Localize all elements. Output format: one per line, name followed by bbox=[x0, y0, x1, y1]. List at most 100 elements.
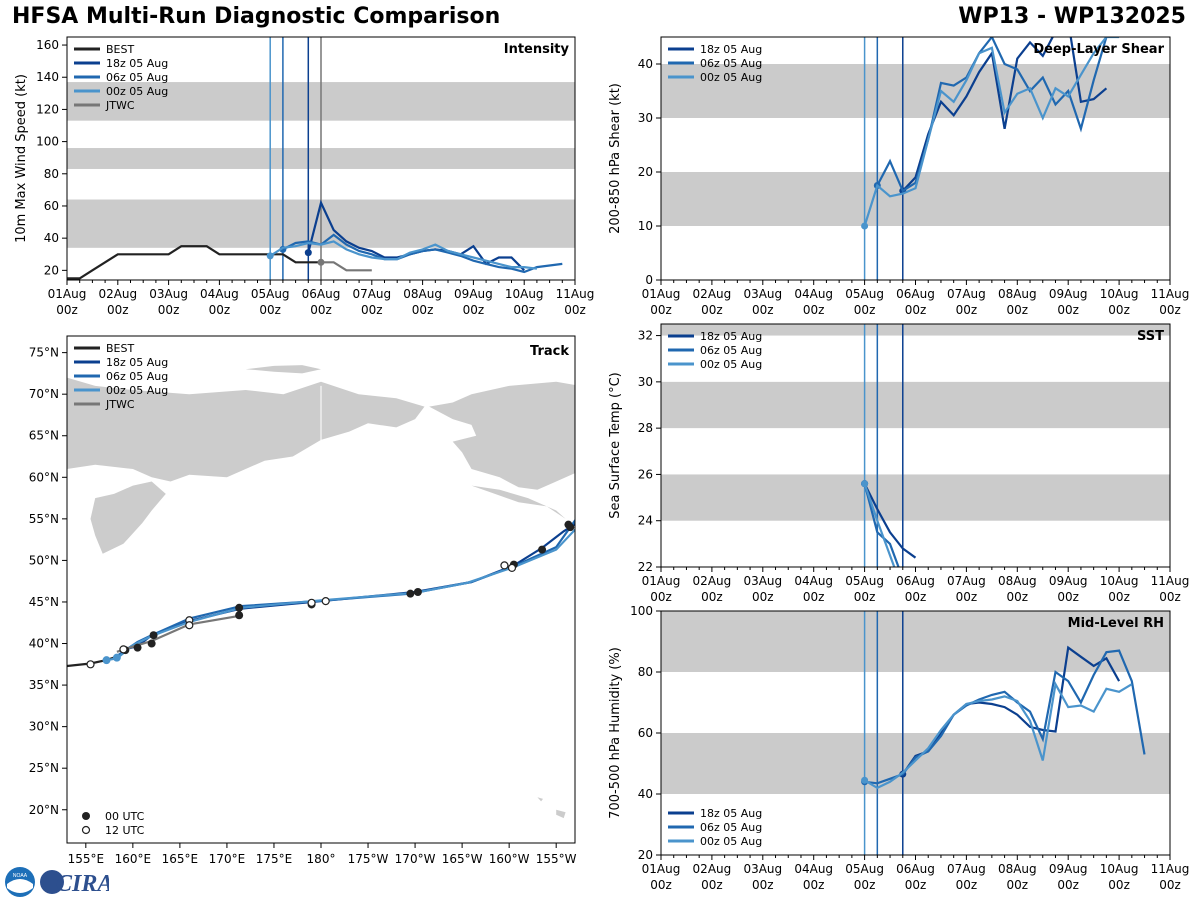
y-tick-label: 30 bbox=[638, 375, 653, 389]
x-tick-label: 155°W bbox=[536, 852, 577, 866]
track-marker-12utc bbox=[579, 520, 586, 527]
y-tick-label: 40 bbox=[638, 57, 653, 71]
y-tick-label: 25°N bbox=[29, 761, 59, 775]
panel-title: Track bbox=[530, 344, 569, 359]
y-tick-label: 80 bbox=[44, 167, 59, 181]
x-tick-sublabel: 00z bbox=[701, 878, 723, 892]
init-point bbox=[861, 776, 869, 784]
track-marker-00utc bbox=[576, 531, 584, 539]
panel-title: SST bbox=[1137, 329, 1164, 344]
series-line bbox=[876, 37, 1108, 193]
legend-label: 18z 05 Aug bbox=[106, 356, 168, 369]
land-polygon bbox=[245, 365, 321, 374]
x-tick-sublabel: 00z bbox=[1159, 590, 1181, 604]
y-tick-label: 30°N bbox=[29, 720, 59, 734]
x-tick-label: 01Aug bbox=[48, 287, 87, 301]
track-marker-12utc bbox=[119, 645, 128, 654]
x-tick-sublabel: 00z bbox=[412, 303, 434, 317]
x-tick-sublabel: 00z bbox=[905, 878, 927, 892]
y-tick-label: 20 bbox=[638, 165, 653, 179]
y-tick-label: 26 bbox=[638, 467, 653, 481]
land-polygon bbox=[67, 377, 425, 482]
series-line bbox=[321, 261, 372, 272]
legend-label: 18z 05 Aug bbox=[700, 807, 762, 820]
legend-label: 18z 05 Aug bbox=[700, 330, 762, 343]
panel-title: Deep-Layer Shear bbox=[1033, 42, 1164, 57]
y-tick-label: 20°N bbox=[29, 803, 59, 817]
y-tick-label: 100 bbox=[630, 604, 653, 618]
rh-chart: 01Aug 00z 02Aug 00z 03Aug 00z 04Aug 00z 05Aug 00z… bbox=[608, 604, 1189, 892]
y-tick-label: 20 bbox=[44, 263, 59, 277]
storm-id-title: WP13 - WP132025 bbox=[958, 4, 1186, 29]
land-polygon bbox=[471, 485, 566, 519]
x-tick-label: 165°W bbox=[442, 852, 483, 866]
y-tick-label: 0 bbox=[645, 273, 653, 287]
track-marker-00utc bbox=[149, 631, 158, 640]
panel-title: Mid-Level RH bbox=[1068, 616, 1164, 631]
x-tick-label: 02Aug bbox=[98, 287, 137, 301]
x-tick-sublabel: 00z bbox=[650, 303, 672, 317]
land-polygon bbox=[556, 809, 566, 819]
x-tick-sublabel: 00z bbox=[259, 303, 281, 317]
x-tick-sublabel: 00z bbox=[564, 303, 586, 317]
y-tick-label: 65°N bbox=[29, 429, 59, 443]
init-point bbox=[304, 249, 312, 257]
x-tick-sublabel: 00z bbox=[463, 303, 485, 317]
noaa-logo-text: NOAA bbox=[13, 873, 28, 879]
x-tick-label: 09Aug bbox=[454, 287, 493, 301]
track-marker-00utc bbox=[406, 589, 415, 598]
noaa-bird-icon bbox=[7, 879, 33, 893]
track-marker-00utc bbox=[235, 603, 244, 612]
x-tick-sublabel: 00z bbox=[905, 590, 927, 604]
x-tick-sublabel: 00z bbox=[361, 303, 383, 317]
legend-label: BEST bbox=[106, 43, 134, 56]
legend-marker-12utc bbox=[81, 825, 91, 835]
legend-label: 06z 05 Aug bbox=[106, 370, 168, 383]
threshold-band bbox=[661, 733, 1170, 794]
y-tick-label: 100 bbox=[36, 135, 59, 149]
x-tick-sublabel: 00z bbox=[1057, 878, 1079, 892]
track-marker-12utc bbox=[185, 621, 194, 630]
x-tick-sublabel: 00z bbox=[701, 590, 723, 604]
x-tick-label: 08Aug bbox=[998, 574, 1037, 588]
x-tick-label: 07Aug bbox=[352, 287, 391, 301]
y-tick-label: 28 bbox=[638, 421, 653, 435]
init-point bbox=[266, 252, 274, 260]
y-tick-label: 75°N bbox=[29, 346, 59, 360]
legend-label: 00z 05 Aug bbox=[106, 85, 168, 98]
legend-label: JTWC bbox=[105, 99, 135, 112]
x-tick-label: 07Aug bbox=[947, 574, 986, 588]
x-tick-sublabel: 00z bbox=[1007, 878, 1029, 892]
map-group bbox=[67, 365, 586, 819]
series-group bbox=[861, 480, 917, 567]
x-tick-sublabel: 00z bbox=[803, 590, 825, 604]
x-tick-sublabel: 00z bbox=[956, 878, 978, 892]
land-polygon bbox=[537, 797, 543, 802]
x-tick-label: 11Aug bbox=[1151, 287, 1190, 301]
x-tick-label: 11Aug bbox=[556, 287, 595, 301]
x-tick-sublabel: 00z bbox=[1159, 303, 1181, 317]
y-tick-label: 40 bbox=[638, 787, 653, 801]
x-tick-label: 09Aug bbox=[1049, 574, 1088, 588]
y-axis-label: 200-850 hPa Shear (kt) bbox=[608, 83, 623, 234]
legend-label: 00z 05 Aug bbox=[106, 384, 168, 397]
track-marker-12utc bbox=[507, 563, 517, 572]
x-tick-label: 08Aug bbox=[403, 287, 442, 301]
panel-title: Intensity bbox=[504, 42, 570, 57]
x-tick-sublabel: 00z bbox=[752, 590, 774, 604]
legend-label: 06z 05 Aug bbox=[700, 821, 762, 834]
y-tick-label: 50°N bbox=[29, 553, 59, 567]
x-tick-label: 180° bbox=[307, 852, 336, 866]
x-tick-label: 07Aug bbox=[947, 862, 986, 876]
x-tick-label: 05Aug bbox=[845, 287, 884, 301]
track-line bbox=[125, 522, 575, 651]
x-tick-label: 04Aug bbox=[794, 574, 833, 588]
x-tick-label: 170°E bbox=[209, 852, 246, 866]
x-tick-sublabel: 00z bbox=[1108, 303, 1130, 317]
legend-label: 00z 05 Aug bbox=[700, 358, 762, 371]
x-tick-label: 175°E bbox=[256, 852, 293, 866]
x-tick-label: 11Aug bbox=[1151, 862, 1190, 876]
x-tick-label: 08Aug bbox=[998, 287, 1037, 301]
y-tick-label: 45°N bbox=[29, 595, 59, 609]
x-tick-label: 09Aug bbox=[1049, 287, 1088, 301]
